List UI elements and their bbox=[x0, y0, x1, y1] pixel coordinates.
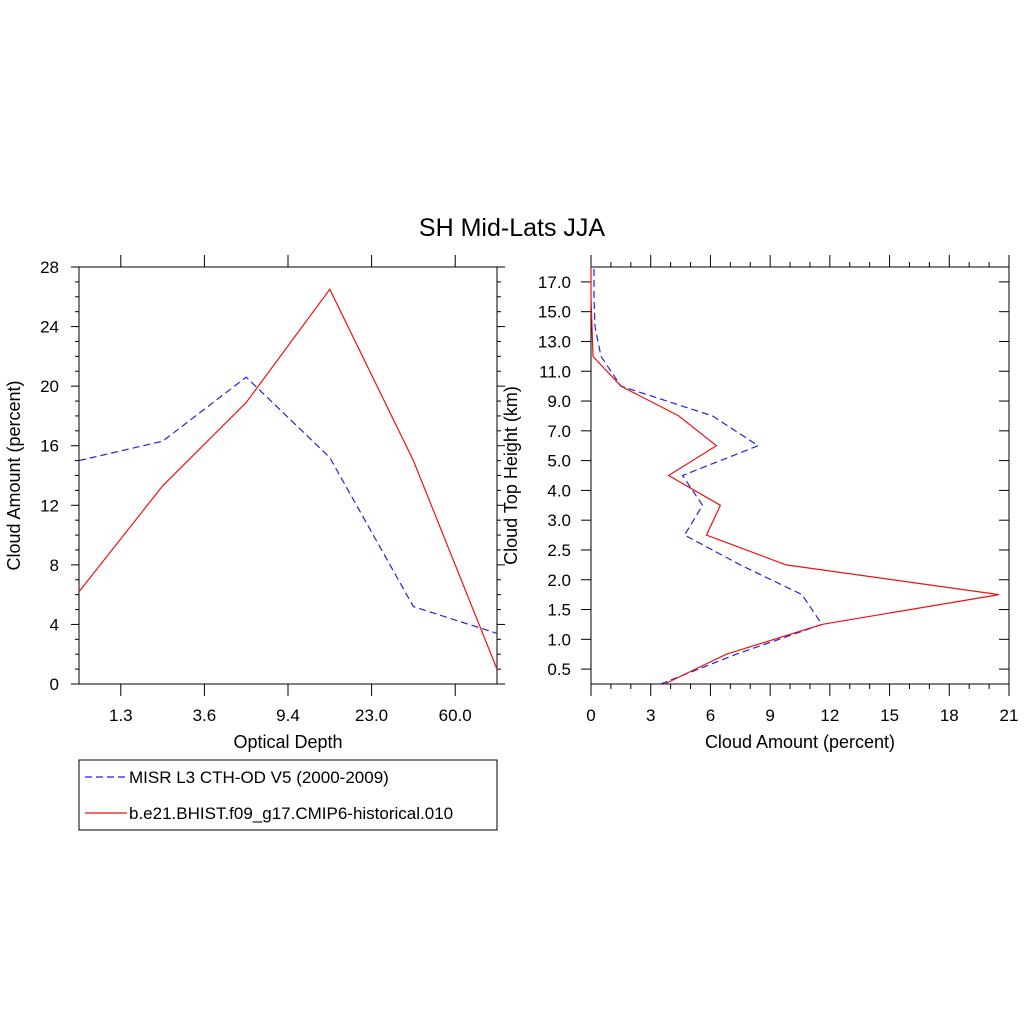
left-y-tick-label: 24 bbox=[40, 318, 59, 337]
right-y-tick-label: 5.0 bbox=[547, 452, 571, 471]
right-x-tick-label: 9 bbox=[765, 706, 774, 725]
right-x-tick-label: 0 bbox=[586, 706, 595, 725]
left-x-axis-label: Optical Depth bbox=[233, 732, 342, 752]
right-y-tick-label: 3.0 bbox=[547, 511, 571, 530]
left-y-tick-label: 12 bbox=[40, 496, 59, 515]
right-y-axis-label: Cloud Top Height (km) bbox=[501, 386, 521, 565]
legend-label-model: b.e21.BHIST.f09_g17.CMIP6-historical.010 bbox=[129, 804, 453, 823]
legend-label-obs: MISR L3 CTH-OD V5 (2000-2009) bbox=[129, 768, 389, 787]
right-y-tick-label: 4.0 bbox=[547, 481, 571, 500]
right-y-tick-label: 11.0 bbox=[539, 362, 571, 381]
right-plot-frame bbox=[590, 266, 1010, 685]
left-x-tick-label: 1.3 bbox=[109, 706, 133, 725]
right-y-tick-label: 13.0 bbox=[538, 332, 571, 351]
right-panel: 0.5 1.0 1.5 2.0 2.5 3.0 4.0 5.0 7.0 9.0 11.0 13.0 15… bbox=[501, 255, 1018, 752]
left-x-tick-label: 3.6 bbox=[193, 706, 217, 725]
right-y-tick-label: 1.0 bbox=[547, 630, 571, 649]
left-y-tick-label: 16 bbox=[40, 437, 59, 456]
right-y-tick-label: 2.0 bbox=[547, 571, 571, 590]
left-series-obs-line bbox=[78, 376, 498, 634]
left-y-axis-label: Cloud Amount (percent) bbox=[4, 380, 24, 570]
right-x-tick-label: 6 bbox=[706, 706, 715, 725]
right-y-tick-label: 17.0 bbox=[538, 273, 571, 292]
right-series-obs-line bbox=[593, 267, 823, 685]
right-x-tick-label: 21 bbox=[1000, 706, 1019, 725]
left-y-tick-label: 0 bbox=[50, 675, 59, 694]
left-series-model-line bbox=[78, 288, 498, 670]
right-x-tick-label: 12 bbox=[820, 706, 839, 725]
left-y-tick-label: 4 bbox=[50, 615, 59, 634]
right-y-tick-label: 0.5 bbox=[547, 660, 571, 679]
right-y-tick-label: 1.5 bbox=[547, 601, 571, 620]
legend: MISR L3 CTH-OD V5 (2000-2009) b.e21.BHIS… bbox=[78, 759, 498, 831]
left-plot-frame bbox=[78, 266, 498, 685]
right-x-tick-label: 3 bbox=[646, 706, 655, 725]
right-y-tick-label: 2.5 bbox=[547, 541, 571, 560]
left-x-tick-label: 23.0 bbox=[355, 706, 388, 725]
left-y-tick-label: 8 bbox=[50, 556, 59, 575]
right-y-tick-label: 15.0 bbox=[538, 303, 571, 322]
legend-box bbox=[78, 759, 498, 831]
right-series-model-line bbox=[590, 267, 1000, 685]
chart-title: SH Mid-Lats JJA bbox=[419, 214, 605, 242]
right-x-tick-label: 15 bbox=[880, 706, 899, 725]
left-y-tick-label: 28 bbox=[40, 258, 59, 277]
left-x-tick-label: 60.0 bbox=[439, 706, 472, 725]
left-x-tick-label: 9.4 bbox=[276, 706, 300, 725]
right-y-tick-label: 7.0 bbox=[547, 422, 571, 441]
right-y-tick-label: 9.0 bbox=[547, 392, 571, 411]
right-x-axis-label: Cloud Amount (percent) bbox=[705, 732, 895, 752]
right-x-tick-label: 18 bbox=[940, 706, 959, 725]
left-panel: 0 4 8 12 16 20 24 28 1.3 3.6 9.4 23.0 60.0 Optical De… bbox=[4, 255, 505, 752]
left-y-tick-label: 20 bbox=[40, 377, 59, 396]
